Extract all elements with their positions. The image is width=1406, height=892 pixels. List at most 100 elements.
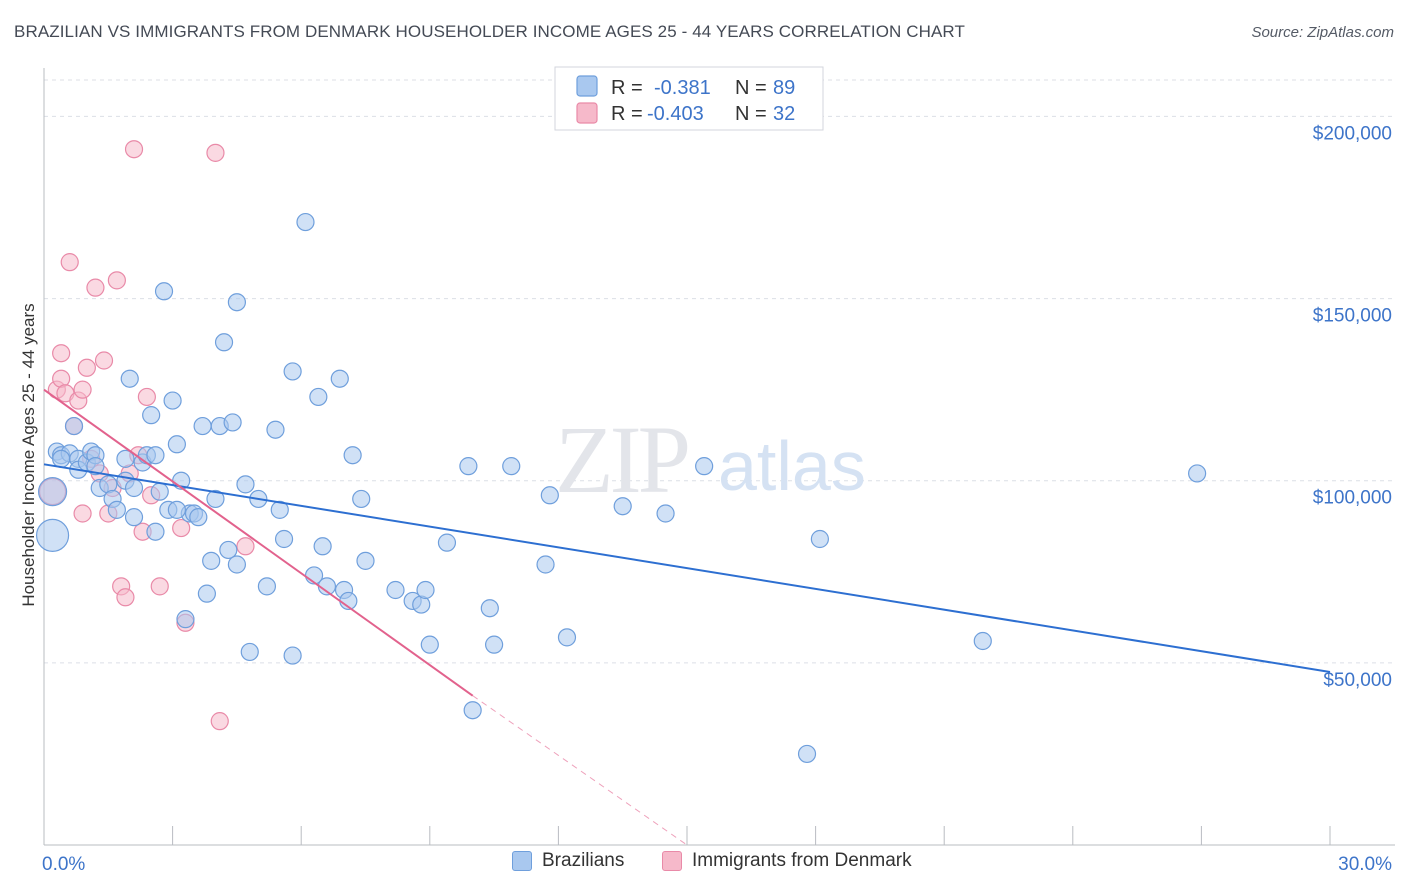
denmark-point — [60, 253, 79, 272]
brazilian-point — [86, 457, 105, 476]
denmark-point — [94, 351, 114, 370]
brazilian-point — [973, 631, 992, 651]
brazilian-point — [266, 420, 285, 439]
watermark: ZIP atlas — [555, 406, 866, 513]
brazilian-point — [116, 449, 135, 468]
brazilian-point — [202, 551, 221, 570]
denmark-point — [206, 143, 225, 162]
brazilian-point — [416, 580, 435, 600]
legend-n-label-2: N = — [735, 103, 767, 125]
denmark-point — [77, 358, 96, 377]
brazilian-point — [485, 635, 504, 654]
trend-lines — [43, 388, 1331, 846]
brazilian-point — [420, 635, 439, 654]
bottom-legend-label-brazilians: Brazilians — [542, 850, 625, 871]
bottom-legend-denmark: Immigrants from Denmark — [662, 850, 912, 872]
legend-n-value-1: 89 — [773, 77, 795, 99]
legend-r-value-2: -0.403 — [647, 103, 704, 125]
brazilian-point — [1188, 464, 1207, 483]
brazilian-point — [257, 577, 277, 596]
brazilian-point — [656, 504, 675, 523]
axes — [43, 68, 1395, 846]
brazilian-point — [64, 416, 84, 436]
denmark-point — [86, 278, 105, 297]
brazilian-point — [146, 446, 165, 465]
brazilian-point — [150, 482, 169, 501]
brazilian-point — [695, 457, 714, 476]
brazilian-point — [270, 500, 289, 519]
brazilian-point — [536, 555, 555, 574]
brazilian-point — [120, 369, 139, 388]
brazilian-point — [163, 391, 182, 410]
brazilian-point — [193, 416, 212, 436]
brazilian-point — [240, 642, 259, 662]
brazilian-point — [227, 293, 246, 312]
brazilian-point — [797, 744, 817, 764]
x-axis-tick-labels: 0.0% 30.0% — [42, 854, 1392, 875]
grid-lines — [44, 79, 1395, 664]
brazilian-point — [124, 508, 144, 527]
brazilian-point — [463, 701, 482, 720]
y-axis-tick-labels: $50,000 $100,000 $150,000 $200,000 — [1313, 123, 1392, 690]
y-tick-label-0: $50,000 — [1323, 670, 1392, 691]
brazilian-point — [480, 599, 499, 618]
denmark-trend-line-extension — [472, 695, 688, 846]
bottom-legend: Brazilians Immigrants from Denmark — [0, 850, 1406, 878]
x-tick-label-1: 30.0% — [1338, 854, 1392, 875]
brazilian-point — [52, 449, 71, 468]
denmark-point — [124, 140, 144, 159]
bottom-legend-swatch-brazilians — [512, 851, 532, 871]
brazilian-point — [352, 489, 371, 509]
y-axis-title: Householder Income Ages 25 - 44 years — [19, 303, 38, 606]
brazilian-point — [313, 537, 332, 556]
brazilian-point — [142, 406, 161, 425]
watermark-atlas: atlas — [718, 427, 866, 505]
brazilian-point — [557, 628, 577, 647]
denmark-point — [236, 537, 255, 556]
denmark-point — [172, 518, 191, 538]
brazilian-point — [154, 282, 174, 301]
brazilian-point — [236, 475, 255, 494]
brazilian-point — [810, 529, 829, 549]
brazilian-point — [197, 584, 216, 603]
bottom-legend-swatch-denmark — [662, 851, 682, 871]
brazilian-point — [296, 212, 315, 232]
x-tick-label-0: 0.0% — [42, 854, 85, 875]
brazilian-point — [437, 533, 457, 552]
brazilian-point — [309, 387, 328, 407]
brazilian-point — [386, 580, 405, 600]
brazilian-point — [124, 478, 144, 498]
legend-r-label-1: R = — [611, 77, 643, 99]
legend-n-label-1: N = — [735, 77, 767, 99]
legend-r-value-1: -0.381 — [654, 77, 711, 99]
chart-title: BRAZILIAN VS IMMIGRANTS FROM DENMARK HOU… — [14, 22, 965, 41]
brazilian-point — [167, 500, 186, 519]
brazilian-point — [223, 413, 242, 432]
denmark-point — [52, 344, 71, 363]
brazilian-point — [35, 518, 70, 552]
brazilian-point — [146, 522, 165, 541]
denmark-point — [73, 504, 92, 523]
brazilian-point — [343, 446, 362, 465]
brazilian-point — [189, 508, 208, 527]
brazilian-point — [283, 646, 302, 665]
denmark-point — [116, 588, 135, 607]
legend-box: R = -0.381 N = 89 R = -0.403 N = 32 — [554, 66, 824, 131]
brazilian-point — [219, 540, 238, 560]
brazilians-trend-line — [43, 463, 1331, 673]
brazilian-points — [35, 212, 1207, 764]
bottom-legend-label-denmark: Immigrants from Denmark — [692, 850, 912, 871]
brazilian-point — [613, 497, 632, 516]
y-tick-label-2: $150,000 — [1313, 306, 1392, 327]
brazilian-point — [540, 486, 559, 505]
brazilian-point — [274, 529, 294, 549]
denmark-point — [210, 712, 229, 731]
brazilian-point — [459, 457, 478, 476]
denmark-trend-line — [43, 388, 474, 697]
denmark-point — [107, 271, 126, 290]
bottom-legend-brazilians: Brazilians — [512, 850, 624, 872]
denmark-point — [137, 387, 156, 407]
brazilian-point — [206, 489, 225, 509]
brazilian-point — [37, 477, 68, 507]
